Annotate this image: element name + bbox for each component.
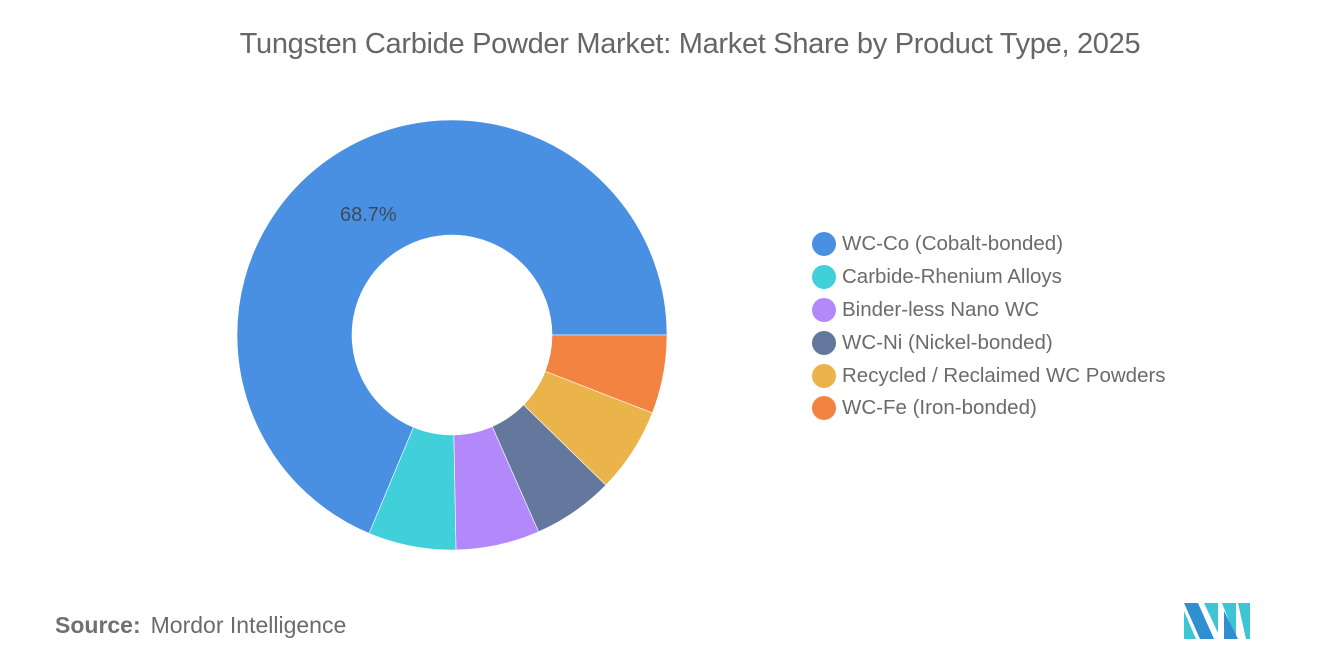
legend-dot-icon xyxy=(812,396,836,421)
legend-label: WC-Ni (Nickel-bonded) xyxy=(842,330,1053,354)
legend-label: WC-Fe (Iron-bonded) xyxy=(842,396,1037,420)
source-value: Mordor Intelligence xyxy=(150,612,347,638)
chart-title: Tungsten Carbide Powder Market: Market S… xyxy=(239,28,1141,60)
legend-item-binderless-nano[interactable]: Binder-less Nano WC xyxy=(812,294,1166,327)
donut-slices xyxy=(236,119,668,551)
legend-label: Binder-less Nano WC xyxy=(842,297,1040,321)
mordor-intelligence-logo-icon xyxy=(1184,603,1250,639)
donut-slice-wc-fe-iron-bonded[interactable] xyxy=(544,334,668,414)
legend-dot-icon xyxy=(812,232,836,257)
legend-item-carbide-rhenium[interactable]: Carbide-Rhenium Alloys xyxy=(812,261,1166,294)
legend-item-wc-co[interactable]: WC-Co (Cobalt-bonded) xyxy=(812,228,1166,261)
donut-slice-wc-co-cobalt-bonded[interactable] xyxy=(236,119,668,534)
legend-label: Carbide-Rhenium Alloys xyxy=(842,265,1062,289)
legend-item-recycled[interactable]: Recycled / Reclaimed WC Powders xyxy=(812,359,1166,392)
legend-item-wc-ni[interactable]: WC-Ni (Nickel-bonded) xyxy=(812,326,1166,359)
legend-dot-icon xyxy=(812,363,836,388)
legend-label: WC-Co (Cobalt-bonded) xyxy=(842,232,1064,256)
legend: WC-Co (Cobalt-bonded) Carbide-Rhenium Al… xyxy=(812,228,1166,425)
legend-item-wc-fe[interactable]: WC-Fe (Iron-bonded) xyxy=(812,392,1166,425)
legend-dot-icon xyxy=(812,330,836,355)
legend-dot-icon xyxy=(812,297,836,322)
legend-dot-icon xyxy=(812,265,836,290)
legend-label: Recycled / Reclaimed WC Powders xyxy=(842,363,1166,387)
source-note: Source: Mordor Intelligence xyxy=(55,612,346,639)
source-label: Source: xyxy=(55,612,141,638)
data-label-wc-co: 68.7% xyxy=(340,204,397,226)
